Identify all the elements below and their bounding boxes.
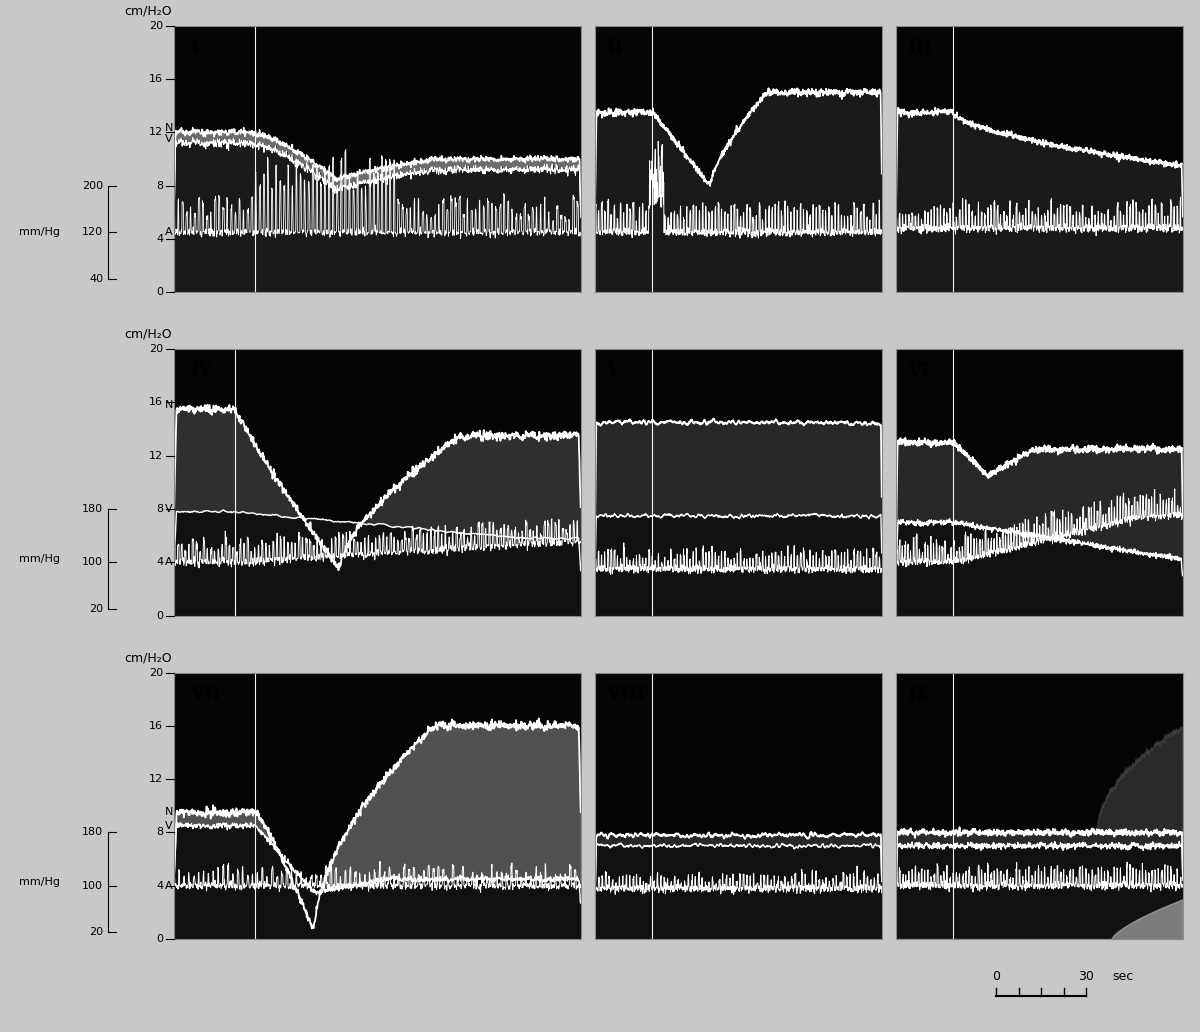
Text: 20: 20 xyxy=(89,928,103,937)
Text: cm/H₂O: cm/H₂O xyxy=(124,328,172,341)
Text: cm/H₂O: cm/H₂O xyxy=(124,651,172,665)
Text: 200: 200 xyxy=(82,181,103,191)
Text: 4: 4 xyxy=(156,880,163,891)
Text: 0: 0 xyxy=(156,287,163,297)
Text: 20: 20 xyxy=(89,604,103,614)
Text: mm/Hg: mm/Hg xyxy=(19,227,60,237)
Text: 40: 40 xyxy=(89,275,103,284)
Text: A: A xyxy=(166,227,173,237)
Text: 20: 20 xyxy=(149,344,163,354)
Text: VII: VII xyxy=(191,686,221,704)
Text: N: N xyxy=(164,124,173,133)
Text: 20: 20 xyxy=(149,668,163,678)
Text: 4: 4 xyxy=(156,234,163,245)
Text: 12: 12 xyxy=(149,451,163,461)
Text: 4: 4 xyxy=(156,557,163,568)
Text: 12: 12 xyxy=(149,774,163,784)
Text: II: II xyxy=(606,39,624,57)
Text: 120: 120 xyxy=(82,227,103,237)
Text: 0: 0 xyxy=(992,970,1000,983)
Text: A: A xyxy=(166,880,173,891)
Text: IX: IX xyxy=(907,686,930,704)
Text: 0: 0 xyxy=(156,934,163,944)
Text: A: A xyxy=(166,557,173,568)
Text: sec: sec xyxy=(1112,970,1134,983)
Text: V: V xyxy=(166,134,173,144)
Text: 100: 100 xyxy=(82,880,103,891)
Text: cm/H₂O: cm/H₂O xyxy=(124,4,172,18)
Text: 8: 8 xyxy=(156,828,163,838)
Text: 180: 180 xyxy=(82,504,103,514)
Text: III: III xyxy=(907,39,934,57)
Text: mm/Hg: mm/Hg xyxy=(19,877,60,888)
Text: N: N xyxy=(164,400,173,410)
Text: mm/Hg: mm/Hg xyxy=(19,554,60,565)
Text: IV: IV xyxy=(191,362,212,381)
Text: 0: 0 xyxy=(156,611,163,621)
Text: 16: 16 xyxy=(149,74,163,85)
Text: V: V xyxy=(166,504,173,514)
Text: V: V xyxy=(606,362,620,381)
Text: V: V xyxy=(166,820,173,831)
Text: VI: VI xyxy=(907,362,930,381)
Text: 30: 30 xyxy=(1078,970,1094,983)
Text: 16: 16 xyxy=(149,397,163,408)
Text: 100: 100 xyxy=(82,557,103,568)
Text: 16: 16 xyxy=(149,720,163,731)
Text: 8: 8 xyxy=(156,181,163,191)
Text: 20: 20 xyxy=(149,21,163,31)
Text: 8: 8 xyxy=(156,504,163,514)
Text: VIII: VIII xyxy=(606,686,646,704)
Text: I: I xyxy=(191,39,199,57)
Text: 12: 12 xyxy=(149,127,163,137)
Text: N: N xyxy=(164,807,173,817)
Text: 180: 180 xyxy=(82,828,103,838)
